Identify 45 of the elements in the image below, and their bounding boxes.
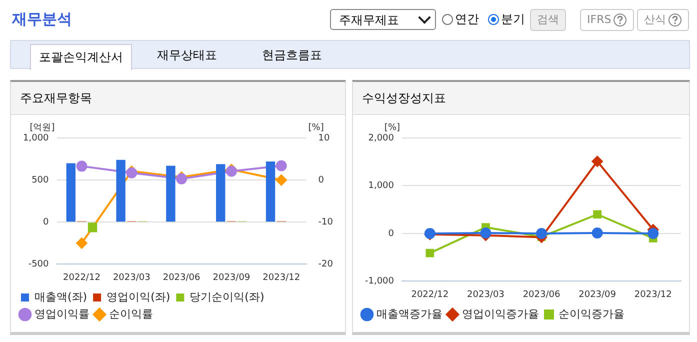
- chart-title: 수익성장성지표: [353, 82, 689, 115]
- x-tick-label: 2023/06: [522, 290, 560, 300]
- chart-title: 주요재무항목: [11, 82, 345, 115]
- y-tick-label: -500: [28, 260, 50, 270]
- text: 분기: [501, 11, 525, 28]
- legend-label: 영업이익률: [34, 307, 90, 320]
- legend-label: 영업이익(좌): [106, 290, 170, 304]
- text: 재무상태표: [157, 47, 217, 64]
- y2-tick-label: 10: [318, 133, 330, 144]
- x-tick-label: 2023/12: [634, 290, 672, 300]
- x-tick-label: 2023/09: [578, 290, 616, 300]
- y-tick-label: 1,000: [23, 133, 50, 144]
- y2-tick-label: -10: [318, 217, 334, 228]
- text: 현금흐름표: [262, 47, 322, 64]
- legend-label: 매출액증가율: [376, 307, 442, 320]
- y-tick-label: 2,000: [368, 133, 394, 144]
- y-tick-label: 0: [388, 228, 394, 239]
- x-tick-label: 2022/12: [411, 290, 449, 300]
- legend-label: 영업이익증가율: [462, 307, 539, 320]
- legend-label: 순이익률: [109, 307, 153, 320]
- y-tick-label: -1,000: [364, 276, 394, 287]
- text: 검색: [530, 9, 566, 31]
- x-tick-label: 2022/12: [63, 272, 100, 283]
- text: 주재무제표: [339, 13, 399, 27]
- y2-tick-label: 0: [318, 175, 324, 186]
- y-tick-label: 0: [43, 217, 50, 228]
- text: 산식: [644, 13, 666, 26]
- y-axis-title: [%]: [384, 122, 400, 133]
- y-axis-title: [억원]: [30, 122, 55, 133]
- x-tick-label: 2023/09: [212, 272, 250, 283]
- y-tick-label: 500: [32, 175, 50, 186]
- x-tick-label: 2023/06: [162, 272, 200, 283]
- text: 재무분석: [12, 10, 72, 29]
- text: IFRS: [587, 13, 612, 26]
- x-tick-label: 2023/12: [262, 272, 300, 283]
- legend-label: 매출액(좌): [34, 290, 88, 304]
- y2-axis-title: [%]: [308, 122, 324, 133]
- text: 포괄손익계산서: [30, 44, 132, 70]
- text: 연간: [455, 11, 479, 28]
- x-tick-label: 2023/03: [467, 290, 504, 300]
- legend-label: 순이익증가율: [558, 307, 624, 320]
- x-tick-label: 2023/03: [112, 272, 150, 283]
- y-tick-label: 1,000: [368, 181, 394, 192]
- legend-label: 당기순이익(좌): [190, 290, 264, 304]
- y2-tick-label: -20: [318, 260, 334, 270]
